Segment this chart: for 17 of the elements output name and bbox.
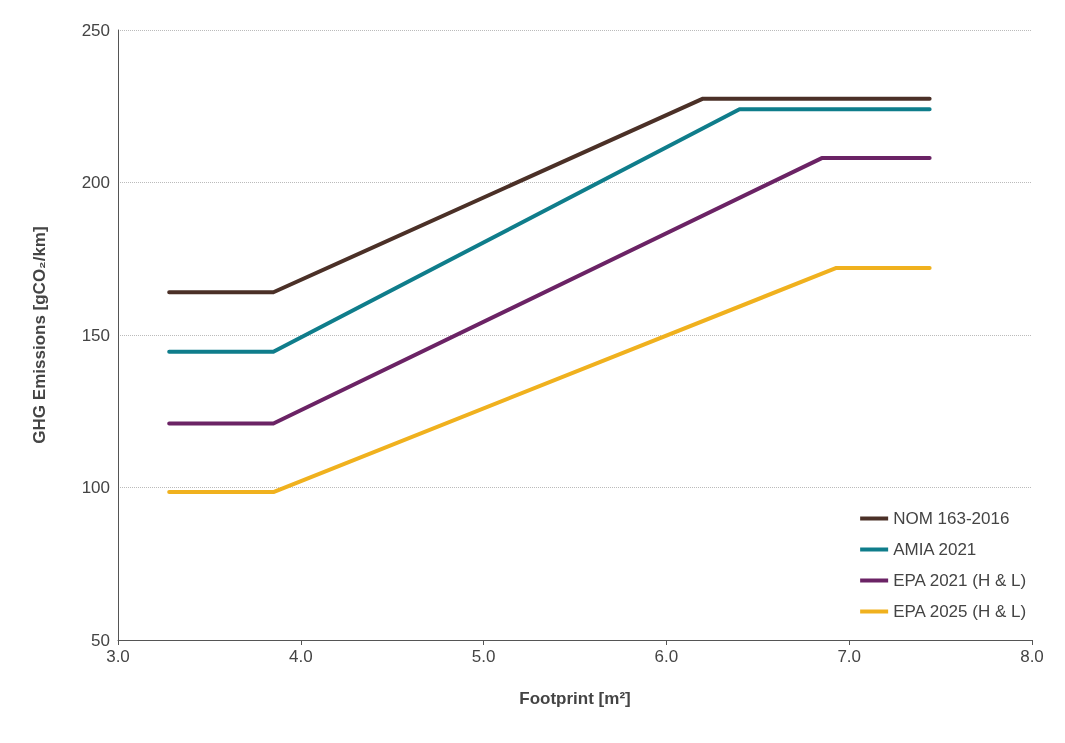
x-tick-label: 8.0 <box>1020 647 1044 666</box>
x-tick-label: 3.0 <box>106 647 130 666</box>
x-tick-label: 7.0 <box>837 647 862 666</box>
x-tick-label: 6.0 <box>654 647 679 666</box>
legend-label: EPA 2021 (H & L) <box>893 571 1027 590</box>
y-tick-label: 150 <box>81 325 110 345</box>
y-tick-label: 50 <box>91 630 110 650</box>
x-axis-title: Footprint [m²] <box>519 689 631 708</box>
y-tick-label: 250 <box>81 20 110 40</box>
y-tick-label: 200 <box>81 173 110 192</box>
legend-label: NOM 163-2016 <box>893 509 1010 528</box>
x-tick-label: 5.0 <box>471 647 496 666</box>
x-tick-label: 4.0 <box>288 647 313 666</box>
y-tick-label: 100 <box>81 478 110 497</box>
legend-label: EPA 2025 (H & L) <box>893 602 1027 621</box>
y-axis-title: GHG Emissions [gCO₂/km] <box>30 226 49 444</box>
legend-label: AMIA 2021 <box>893 540 977 559</box>
